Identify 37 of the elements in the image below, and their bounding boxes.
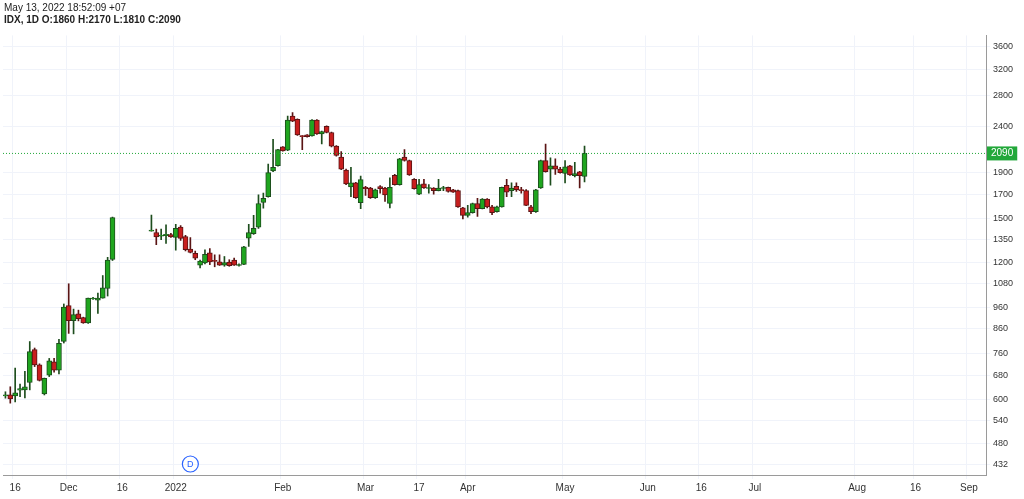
y-tick-label: 1200 [993, 257, 1014, 268]
y-tick-label: 600 [993, 394, 1009, 405]
chart-subtitle: May 13, 2022 18:52:09 +07 [4, 2, 128, 14]
y-tick-label: 960 [993, 301, 1009, 312]
x-tick-label: 16 [909, 481, 922, 493]
ref-line-label: 2090 [991, 147, 1014, 159]
x-tick-label: May [555, 481, 575, 493]
y-tick-label: 3600 [993, 40, 1014, 51]
y-tick-label: 1350 [993, 234, 1014, 245]
y-tick-label: 1500 [993, 213, 1014, 224]
y-tick-label: 2400 [993, 120, 1014, 131]
y-tick-label: 480 [993, 438, 1009, 449]
x-tick-label: Apr [459, 481, 477, 493]
y-tick-label: 1700 [993, 188, 1014, 199]
y-tick-label: 680 [993, 369, 1009, 380]
x-tick-label: 16 [9, 481, 22, 493]
x-tick-label: Mar [356, 481, 375, 493]
x-tick-label: Feb [274, 481, 292, 493]
y-tick-label: 1900 [993, 166, 1014, 177]
y-tick-label: 3200 [993, 63, 1014, 74]
x-tick-label: Sep [960, 481, 979, 493]
x-tick-label: 2022 [164, 481, 188, 493]
x-tick-label: Dec [59, 481, 78, 493]
x-tick-label: Jul [748, 481, 762, 493]
y-tick-label: 2800 [993, 90, 1014, 101]
y-tick-label: 860 [993, 323, 1009, 334]
y-tick-label: 760 [993, 347, 1009, 358]
x-tick-label: Aug [848, 481, 866, 493]
y-tick-label: 432 [993, 459, 1009, 470]
annotation: D [187, 458, 195, 469]
x-tick-label: Jun [639, 481, 656, 493]
x-tick-label: 16 [116, 481, 129, 493]
y-tick-label: 540 [993, 415, 1009, 426]
chart-title: IDX, 1D O:1860 H:2170 L:1810 C:2090 [4, 14, 182, 26]
y-tick-label: 1080 [993, 278, 1014, 289]
x-tick-label: 16 [695, 481, 708, 493]
x-tick-label: 17 [413, 481, 426, 493]
